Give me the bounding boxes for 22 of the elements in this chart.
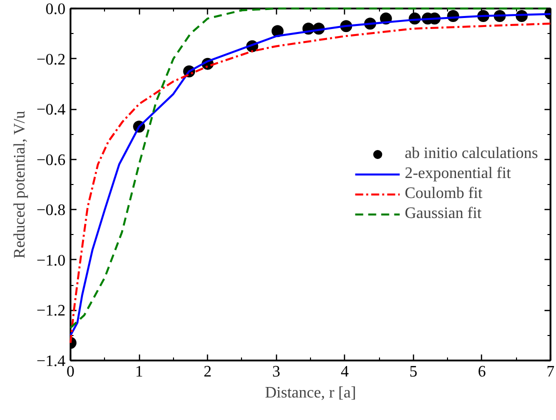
legend-label: 2-exponential fit bbox=[404, 165, 511, 183]
legend-label: Gaussian fit bbox=[404, 205, 482, 223]
y-tick-label: −0.6 bbox=[36, 152, 66, 169]
y-tick-label: 0.0 bbox=[46, 1, 66, 18]
x-tick-label: 5 bbox=[409, 364, 418, 380]
y-tick-label: −1.2 bbox=[36, 302, 66, 320]
x-tick-label: 6 bbox=[478, 364, 486, 380]
y-tick-label: −1.0 bbox=[36, 252, 66, 270]
y-tick-label: −0.4 bbox=[36, 102, 66, 119]
y-axis-title: Reduced potential, V/u bbox=[11, 110, 28, 258]
y-tick-label: −1.4 bbox=[36, 353, 66, 370]
y-tick-label: −0.2 bbox=[36, 51, 66, 68]
x-axis-title: Distance, r [a] bbox=[264, 384, 356, 402]
legend-label: Coulomb fit bbox=[404, 185, 482, 203]
x-tick-label: 4 bbox=[340, 364, 349, 380]
legend-label: ab initio calculations bbox=[404, 145, 538, 163]
x-tick-label: 3 bbox=[272, 364, 280, 380]
x-tick-label: 2 bbox=[204, 364, 212, 380]
x-tick-label: 1 bbox=[135, 364, 144, 380]
y-tick-label: −0.8 bbox=[36, 202, 66, 220]
x-tick-label: 7 bbox=[546, 364, 554, 380]
x-tick-label: 0 bbox=[66, 364, 74, 380]
